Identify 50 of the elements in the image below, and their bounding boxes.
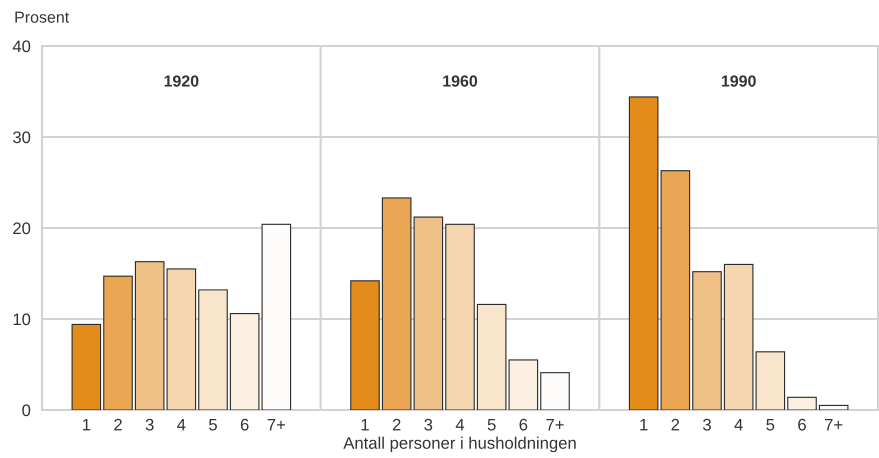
text: 1960	[443, 75, 478, 87]
x-tick-label: 5	[209, 418, 217, 431]
bar	[103, 276, 133, 410]
y-tick-label: 20	[13, 222, 30, 234]
bar	[756, 351, 786, 410]
bar	[628, 96, 658, 410]
bar	[134, 261, 164, 410]
bar	[262, 224, 292, 410]
bar	[166, 268, 196, 410]
bar	[414, 216, 444, 410]
x-tick-label: 1	[362, 418, 369, 430]
bar	[724, 264, 754, 410]
y-axis-title: Prosent	[15, 12, 70, 23]
x-tick-label: 7+	[268, 418, 286, 430]
x-tick-label: 3	[146, 418, 154, 431]
x-tick-label: 4	[456, 418, 464, 430]
x-tick-label: 2	[392, 418, 400, 430]
x-tick-label: 6	[240, 418, 249, 431]
x-tick-label: 5	[488, 418, 496, 431]
y-tick-label: 40	[12, 40, 30, 52]
x-tick-label: 1	[640, 418, 648, 430]
x-tick-label: 3	[424, 418, 432, 431]
x-tick-label: 6	[520, 418, 528, 431]
bar	[787, 396, 817, 410]
x-tick-label: 6	[798, 418, 806, 431]
x-tick-label: 2	[672, 418, 680, 430]
bar	[350, 280, 380, 410]
x-tick-label: 7+	[825, 418, 842, 430]
bar	[508, 359, 538, 410]
bar	[476, 304, 506, 410]
bar	[198, 289, 228, 410]
text: 1990	[722, 75, 756, 87]
x-tick-label: 5	[766, 418, 774, 431]
x-tick-label: 3	[703, 418, 711, 431]
x-tick-label: 4	[734, 418, 743, 430]
bar	[660, 170, 690, 410]
x-axis-title: Antall personer i husholdningen	[343, 436, 576, 452]
bar	[692, 271, 722, 410]
x-tick-label: 7+	[546, 418, 564, 430]
text: 1920	[164, 75, 198, 87]
y-tick-label: 10	[14, 313, 30, 326]
x-tick-label: 4	[177, 418, 186, 430]
y-tick-label: 30	[12, 131, 30, 144]
x-tick-label: 1	[82, 418, 90, 430]
bar	[382, 197, 412, 410]
bar	[445, 224, 475, 410]
bar	[230, 312, 260, 410]
bar	[72, 324, 102, 410]
x-tick-label: 2	[114, 418, 122, 430]
y-tick-label: 0	[22, 404, 30, 416]
